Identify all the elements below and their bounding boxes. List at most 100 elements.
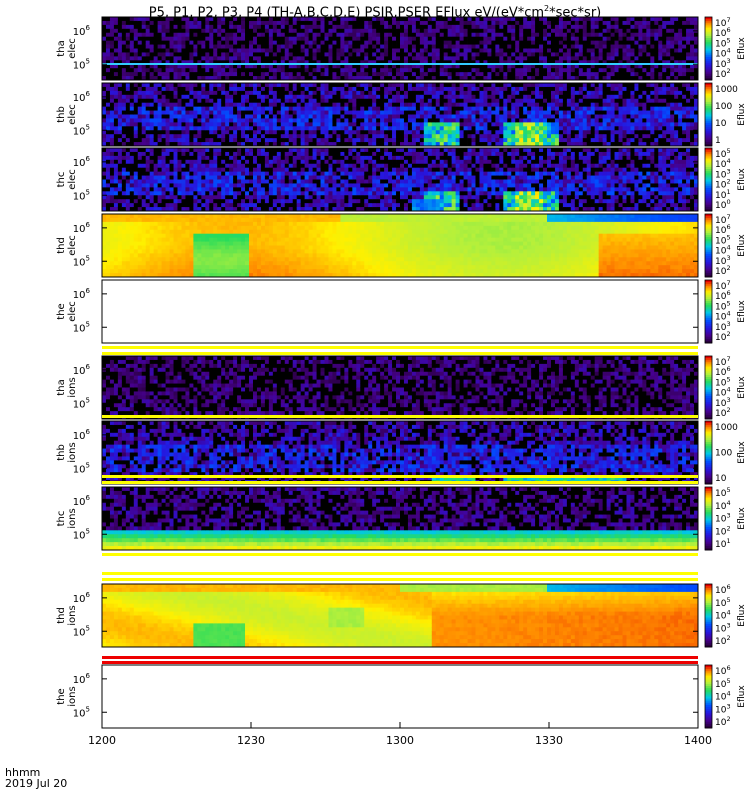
heatmap-cell xyxy=(472,122,476,126)
heatmap-cell xyxy=(185,95,189,99)
heatmap-cell xyxy=(126,164,130,168)
heatmap-cell xyxy=(225,107,229,111)
heatmap-cell xyxy=(408,25,412,29)
heatmap-cell xyxy=(642,45,646,49)
heatmap-cell xyxy=(591,107,595,111)
heatmap-cell xyxy=(134,29,138,33)
heatmap-cell xyxy=(464,87,468,91)
heatmap-cell xyxy=(265,115,269,119)
heatmap-cell xyxy=(384,134,388,138)
heatmap-cell xyxy=(130,118,134,122)
heatmap-cell xyxy=(678,115,682,119)
heatmap-cell xyxy=(225,83,229,87)
heatmap-cell xyxy=(487,83,491,87)
heatmap-cell xyxy=(487,118,491,122)
heatmap-cell xyxy=(138,56,142,60)
heatmap-cell xyxy=(547,68,551,72)
heatmap-cell xyxy=(388,52,392,56)
heatmap-cell xyxy=(293,33,297,37)
heatmap-cell xyxy=(626,118,630,122)
heatmap-cell xyxy=(519,103,523,107)
heatmap-cell xyxy=(328,33,332,37)
heatmap-cell xyxy=(670,87,674,91)
heatmap-cell xyxy=(213,138,217,142)
heatmap-cell xyxy=(670,37,674,41)
heatmap-cell xyxy=(615,33,619,37)
heatmap-cell xyxy=(626,111,630,115)
heatmap-cell xyxy=(269,118,273,122)
heatmap-cell xyxy=(245,21,249,25)
heatmap-cell xyxy=(646,130,650,134)
heatmap-cell xyxy=(416,115,420,119)
heatmap-cell xyxy=(619,33,623,37)
heatmap-cell xyxy=(102,56,106,60)
heatmap-cell xyxy=(181,45,185,49)
heatmap-cell xyxy=(332,118,336,122)
heatmap-cell xyxy=(257,95,261,99)
heatmap-cell xyxy=(166,17,170,21)
heatmap-cell xyxy=(432,29,436,33)
heatmap-cell xyxy=(201,122,205,126)
heatmap-cell xyxy=(309,130,313,134)
heatmap-cell xyxy=(110,17,114,21)
heatmap-cell xyxy=(503,37,507,41)
heatmap-cell xyxy=(158,68,162,72)
heatmap-cell xyxy=(491,25,495,29)
heatmap-cell xyxy=(102,115,106,119)
heatmap-cell xyxy=(638,25,642,29)
heatmap-cell xyxy=(265,103,269,107)
heatmap-cell xyxy=(181,115,185,119)
heatmap-cell xyxy=(114,37,118,41)
heatmap-cell xyxy=(336,52,340,56)
heatmap-cell xyxy=(229,111,233,115)
heatmap-cell xyxy=(547,45,551,49)
heatmap-cell xyxy=(392,134,396,138)
heatmap-cell xyxy=(126,138,130,142)
heatmap-cell xyxy=(126,68,130,72)
heatmap-cell xyxy=(384,37,388,41)
heatmap-cell xyxy=(523,37,527,41)
heatmap-cell xyxy=(309,49,313,53)
heatmap-cell xyxy=(321,122,325,126)
heatmap-cell xyxy=(364,25,368,29)
heatmap-cell xyxy=(472,56,476,60)
heatmap-cell xyxy=(273,111,277,115)
heatmap-cell xyxy=(110,52,114,56)
heatmap-cell xyxy=(158,29,162,33)
heatmap-cell xyxy=(607,29,611,33)
heatmap-cell xyxy=(364,56,368,60)
heatmap-cell xyxy=(265,21,269,25)
heatmap-cell xyxy=(221,33,225,37)
heatmap-cell xyxy=(110,130,114,134)
heatmap-cell xyxy=(241,45,245,49)
heatmap-cell xyxy=(114,72,118,76)
heatmap-cell xyxy=(464,122,468,126)
heatmap-cell xyxy=(491,45,495,49)
heatmap-cell xyxy=(221,87,225,91)
heatmap-cell xyxy=(285,130,289,134)
heatmap-cell xyxy=(603,83,607,87)
heatmap-cell xyxy=(682,87,686,91)
heatmap-cell xyxy=(297,107,301,111)
heatmap-cell xyxy=(448,72,452,76)
heatmap-cell xyxy=(511,45,515,49)
heatmap-cell xyxy=(102,41,106,45)
heatmap-cell xyxy=(177,83,181,87)
heatmap-cell xyxy=(543,134,547,138)
heatmap-cell xyxy=(507,29,511,33)
heatmap-cell xyxy=(623,83,627,87)
heatmap-cell xyxy=(130,49,134,53)
heatmap-cell xyxy=(531,41,535,45)
heatmap-cell xyxy=(444,33,448,37)
heatmap-cell xyxy=(102,172,106,176)
heatmap-cell xyxy=(630,72,634,76)
heatmap-cell xyxy=(527,122,531,126)
heatmap-cell xyxy=(571,33,575,37)
heatmap-cell xyxy=(368,49,372,53)
heatmap-cell xyxy=(670,115,674,119)
heatmap-cell xyxy=(289,37,293,41)
heatmap-cell xyxy=(158,138,162,142)
heatmap-cell xyxy=(197,130,201,134)
heatmap-cell xyxy=(460,49,464,53)
heatmap-cell xyxy=(106,115,110,119)
